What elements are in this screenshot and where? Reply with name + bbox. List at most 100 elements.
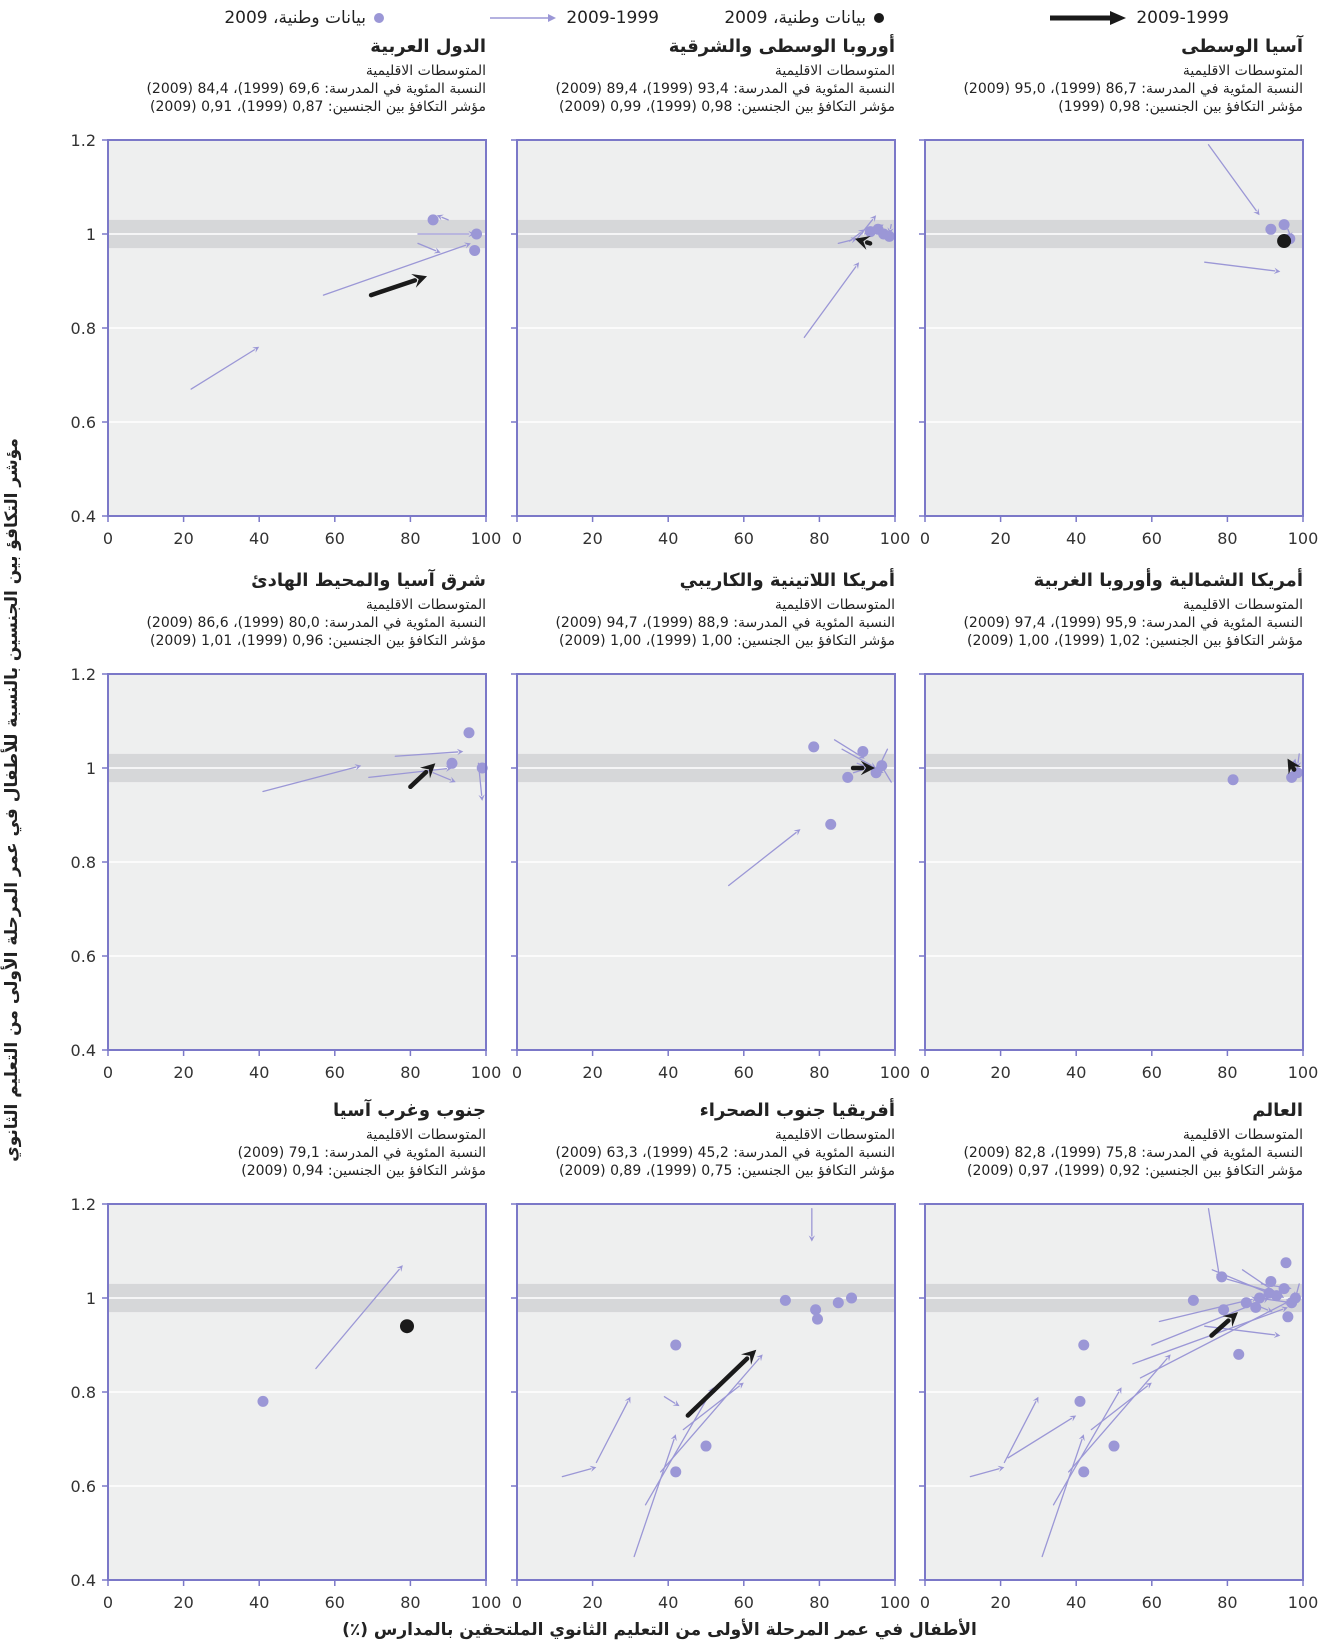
x-tick-label: 100 [471,1593,502,1612]
panel-line2: مؤشر التكافؤ بين الجنسين: 0,75 (1999)، 0… [559,1163,895,1179]
panel-line2: مؤشر التكافؤ بين الجنسين: 1,02 (1999)، 1… [967,633,1303,649]
panel-plot: 0 20 40 60 80 100 [919,1203,1319,1612]
x-tick-label: 80 [400,1063,420,1082]
panel-title: أفريقيا جنوب الصحراء [699,1100,895,1121]
country-point [883,230,895,242]
country-point [469,244,481,256]
x-tick-label: 60 [325,1593,345,1612]
x-tick-label: 0 [512,1593,522,1612]
panel-title: آسيا الوسطى [1181,36,1303,57]
x-tick-label: 20 [582,1593,602,1612]
country-point [1278,1283,1290,1295]
panel-subtitle: المتوسطات الاقليمية [365,1127,486,1143]
legend-black-arrow: 2009-1999 [1048,8,1229,28]
x-tick-label: 60 [734,1063,754,1082]
legend-purple-dot-label: بيانات وطنية، 2009 [224,8,366,28]
country-point [1265,1276,1277,1288]
panel-subtitle: المتوسطات الاقليمية [1182,597,1303,613]
country-arrow [856,215,877,240]
panel-line1: النسبة المئوية في المدرسة: 86,7 (1999)، … [963,81,1303,97]
x-tick-label: 80 [809,1063,829,1082]
panel-line2: مؤشر التكافؤ بين الجنسين: 0,96 (1999)، 1… [150,633,486,649]
country-arrow [1090,1382,1152,1431]
country-arrow [190,346,260,390]
regional-arrow [408,763,436,790]
country-arrow [1207,144,1260,216]
legend-purple-arrow: 2009-1999 [488,8,659,28]
regional-point [1277,234,1292,249]
panel-line1: النسبة المئوية في المدرسة: 80,0 (1999)، … [146,615,486,631]
panel-line2: مؤشر التكافؤ بين الجنسين: 0,94 (2009) [241,1163,486,1179]
country-arrow [1041,1434,1085,1558]
y-tick-label: 1.2 [71,665,96,684]
panel-title: الدول العربية [370,36,486,57]
country-point [810,1304,822,1316]
country-point [1250,1301,1262,1313]
x-tick-label: 20 [582,529,602,548]
country-point [1078,1339,1090,1351]
y-tick-label: 0.6 [71,1477,96,1496]
country-arrow [1295,753,1302,768]
x-tick-label: 20 [990,1593,1010,1612]
panel-line2: مؤشر التكافؤ بين الجنسين: 0,98 (1999) [1058,99,1303,115]
y-tick-label: 0.8 [71,319,96,338]
x-tick-label: 40 [249,1063,269,1082]
x-tick-label: 40 [1066,1593,1086,1612]
country-point [700,1440,712,1452]
country-point [1078,1466,1090,1478]
country-arrow [1003,1396,1039,1464]
panel-title: أوروبا الوسطى والشرقية [668,36,895,57]
country-point [257,1395,269,1407]
x-tick-label: 100 [880,1063,911,1082]
country-arrow [644,1387,714,1506]
x-tick-label: 20 [173,529,193,548]
country-arrow [663,1396,680,1407]
panel-plot: 0 20 40 60 80 100 [511,673,911,1082]
panel-line1: النسبة المئوية في المدرسة: 45,2 (1999)، … [555,1145,895,1161]
country-point [471,228,483,240]
y-tick-label: 0.4 [71,1041,96,1060]
country-arrow [1052,1387,1122,1506]
country-arrow [315,1265,403,1370]
x-tick-label: 40 [658,529,678,548]
x-tick-label: 60 [734,1593,754,1612]
x-tick-label: 100 [471,1063,502,1082]
panel-plot: 0 20 40 60 80 100 0.4 0.6 0.8 1 1.2 [71,131,502,548]
country-arrow [561,1465,597,1478]
panel-subtitle: المتوسطات الاقليمية [774,1127,895,1143]
panel-line1: النسبة المئوية في المدرسة: 75,8 (1999)، … [963,1145,1303,1161]
country-arrow [394,748,464,757]
x-tick-label: 40 [658,1593,678,1612]
country-arrow [833,739,865,759]
country-arrow [1007,1415,1077,1459]
legend-purple-dot: بيانات وطنية، 2009 [224,8,384,28]
regional-arrow [1209,1312,1238,1338]
x-tick-label: 0 [920,1063,930,1082]
panel-title: شرق آسيا والمحيط الهادئ [251,570,486,591]
x-tick-label: 60 [734,529,754,548]
regional-arrow [850,760,875,776]
x-tick-label: 80 [809,1593,829,1612]
country-point [825,818,837,830]
y-tick-label: 0.6 [71,413,96,432]
country-arrow [417,242,441,254]
panel-title: أمريكا الشمالية وأوروبا الغربية [1033,570,1303,591]
x-tick-label: 60 [325,1063,345,1082]
country-point [670,1339,682,1351]
x-tick-label: 100 [1288,1593,1319,1612]
panel-line1: النسبة المئوية في المدرسة: 93,4 (1999)، … [555,81,895,97]
x-tick-label: 0 [512,1063,522,1082]
y-tick-label: 0.8 [71,853,96,872]
country-arrow [368,765,452,779]
country-arrow [808,1208,816,1242]
country-point [842,771,854,783]
y-tick-label: 1.2 [71,131,96,150]
country-point [876,760,888,772]
x-tick-label: 40 [658,1063,678,1082]
country-point [1216,1271,1228,1283]
panel-line2: مؤشر التكافؤ بين الجنسين: 1,00 (1999)، 1… [559,633,895,649]
x-tick-label: 20 [582,1063,602,1082]
x-tick-label: 0 [920,529,930,548]
regional-arrow [368,273,428,298]
